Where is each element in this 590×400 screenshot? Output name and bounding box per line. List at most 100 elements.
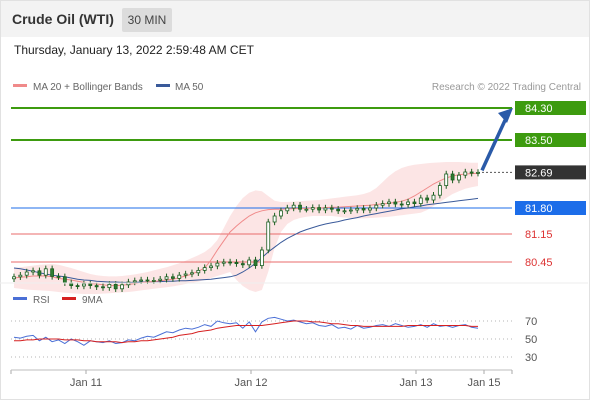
level-label-support: 81.15 (525, 229, 553, 241)
candle-up (348, 209, 353, 212)
candle-up (177, 274, 182, 279)
candle-up (215, 262, 220, 267)
candle-up (196, 269, 201, 274)
candle-up (107, 283, 112, 288)
x-tick-label: Jan 12 (234, 377, 267, 389)
candle-down (399, 203, 404, 206)
chart-datetime: Thursday, January 13, 2022 2:59:48 AM CE… (14, 43, 254, 57)
candle-down (94, 285, 99, 288)
candle-down (393, 201, 398, 205)
candle-up (431, 194, 436, 201)
rsi-tick-label: 30 (525, 352, 537, 364)
x-axis-ticks: Jan 11 Jan 12 Jan 13 Jan 15 (70, 370, 501, 389)
candle-down (298, 204, 302, 210)
price-plot: 84.30 83.50 82.69 81.80 81.15 80.45 (11, 101, 586, 294)
candle-down (113, 283, 118, 290)
level-tag-resistance (515, 133, 586, 147)
candle-down (145, 279, 150, 282)
candle-up (406, 201, 410, 205)
candle-down (171, 276, 175, 279)
candle-up (190, 272, 194, 275)
candle-down (317, 207, 321, 211)
candle-up (437, 185, 442, 196)
rsi-ma-legend-label: 9MA (82, 295, 103, 306)
candle-down (62, 276, 67, 284)
candle-up (304, 208, 309, 211)
candle-down (469, 171, 474, 174)
candle-down (101, 286, 105, 289)
rsi-ma-line (14, 320, 478, 344)
candle-down (240, 263, 245, 266)
level-label-support: 80.45 (525, 257, 553, 269)
candle-up (132, 280, 137, 283)
candle-up (139, 279, 144, 282)
ma20-legend-swatch (13, 84, 27, 87)
candle-up (291, 204, 296, 209)
candle-down (56, 275, 61, 278)
x-tick-label: Jan 13 (399, 377, 432, 389)
candle-up (120, 284, 124, 290)
candle-up (342, 210, 347, 213)
candle-up (310, 207, 315, 210)
candle-up (323, 207, 328, 211)
candle-up (266, 221, 271, 251)
candle-down (412, 201, 417, 205)
candle-up (380, 203, 385, 206)
candle-down (75, 285, 80, 288)
candle-up (444, 173, 449, 187)
level-tag-current (515, 165, 586, 180)
chart-header: Crude Oil (WTI) 30 MIN (1, 1, 589, 37)
x-tick-label: Jan 11 (70, 377, 102, 389)
candle-up (272, 215, 277, 223)
level-tag-pivot (515, 201, 586, 215)
candle-up (158, 278, 163, 281)
level-label-current: 82.69 (525, 167, 553, 179)
candle-down (253, 259, 258, 266)
candle-up (476, 171, 480, 174)
rsi-tick-label: 50 (525, 334, 537, 346)
candle-down (228, 261, 233, 264)
rsi-legend-swatch (13, 297, 27, 300)
target-arrow-shaft (480, 115, 509, 172)
candle-up (151, 279, 156, 282)
candle-up (457, 174, 461, 181)
candle-down (329, 207, 334, 210)
candle-up (43, 268, 48, 276)
candle-up (202, 267, 207, 271)
candle-up (82, 283, 86, 287)
candle-up (387, 201, 391, 205)
candle-up (221, 261, 226, 264)
candle-up (285, 207, 290, 212)
instrument-title: Crude Oil (WTI) (12, 11, 114, 27)
candle-down (425, 197, 430, 201)
level-label-resistance: 83.50 (525, 135, 553, 147)
candle-up (164, 276, 169, 280)
x-tick-label: Jan 15 (467, 377, 500, 389)
candle-down (361, 207, 366, 211)
candle-up (463, 171, 468, 176)
candle-up (18, 274, 23, 278)
rsi-tick-label: 70 (525, 316, 537, 328)
candle-up (374, 204, 379, 209)
timeframe-badge[interactable]: 30 MIN (122, 8, 172, 32)
level-label-pivot: 81.80 (525, 203, 553, 215)
ma20-legend-label: MA 20 + Bollinger Bands (33, 82, 143, 93)
candle-up (12, 276, 16, 280)
candle-up (31, 270, 35, 273)
candle-up (209, 265, 213, 268)
ma50-legend-label: MA 50 (175, 82, 204, 93)
candle-up (418, 197, 423, 204)
candle-down (336, 208, 341, 212)
rsi-plot: 70 50 30 (11, 316, 537, 364)
candle-down (37, 270, 42, 276)
candle-down (88, 283, 93, 287)
candle-up (259, 249, 264, 267)
rsi-legend-label: RSI (33, 295, 50, 306)
candle-up (368, 207, 372, 211)
candle-down (50, 268, 55, 277)
candle-up (24, 271, 29, 276)
research-credit: Research © 2022 Trading Central (432, 82, 581, 93)
candle-down (234, 261, 239, 264)
